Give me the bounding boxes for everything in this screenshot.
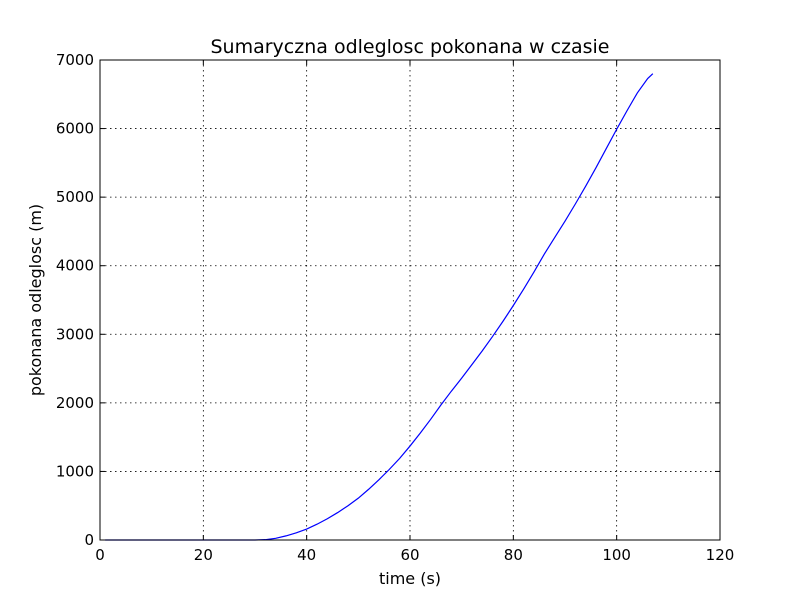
y-tick-label: 4000: [56, 257, 94, 275]
y-tick-label: 2000: [56, 394, 94, 412]
x-tick-label: 20: [194, 546, 213, 564]
x-tick-label: 120: [706, 546, 735, 564]
y-tick-label: 5000: [56, 188, 94, 206]
y-tick-label: 0: [84, 531, 94, 549]
x-tick-label: 100: [602, 546, 631, 564]
x-tick-label: 40: [297, 546, 316, 564]
x-tick-label: 60: [400, 546, 419, 564]
y-axis-label: pokonana odleglosc (m): [26, 204, 45, 396]
y-tick-label: 7000: [56, 51, 94, 69]
grid: [100, 60, 720, 540]
y-tick-label: 1000: [56, 462, 94, 480]
series-layer: [105, 73, 654, 541]
chart-title: Sumaryczna odleglosc pokonana w czasie: [210, 36, 609, 58]
x-tick-label: 0: [95, 546, 105, 564]
ticks: 0 20 40 60 80 100 120 0 1000 2000 3000 4000 5000 6000…: [56, 51, 735, 564]
y-tick-label: 3000: [56, 325, 94, 343]
x-tick-label: 80: [504, 546, 523, 564]
y-tick-label: 6000: [56, 120, 94, 138]
series-line: [105, 73, 654, 541]
x-axis-label: time (s): [379, 569, 441, 588]
